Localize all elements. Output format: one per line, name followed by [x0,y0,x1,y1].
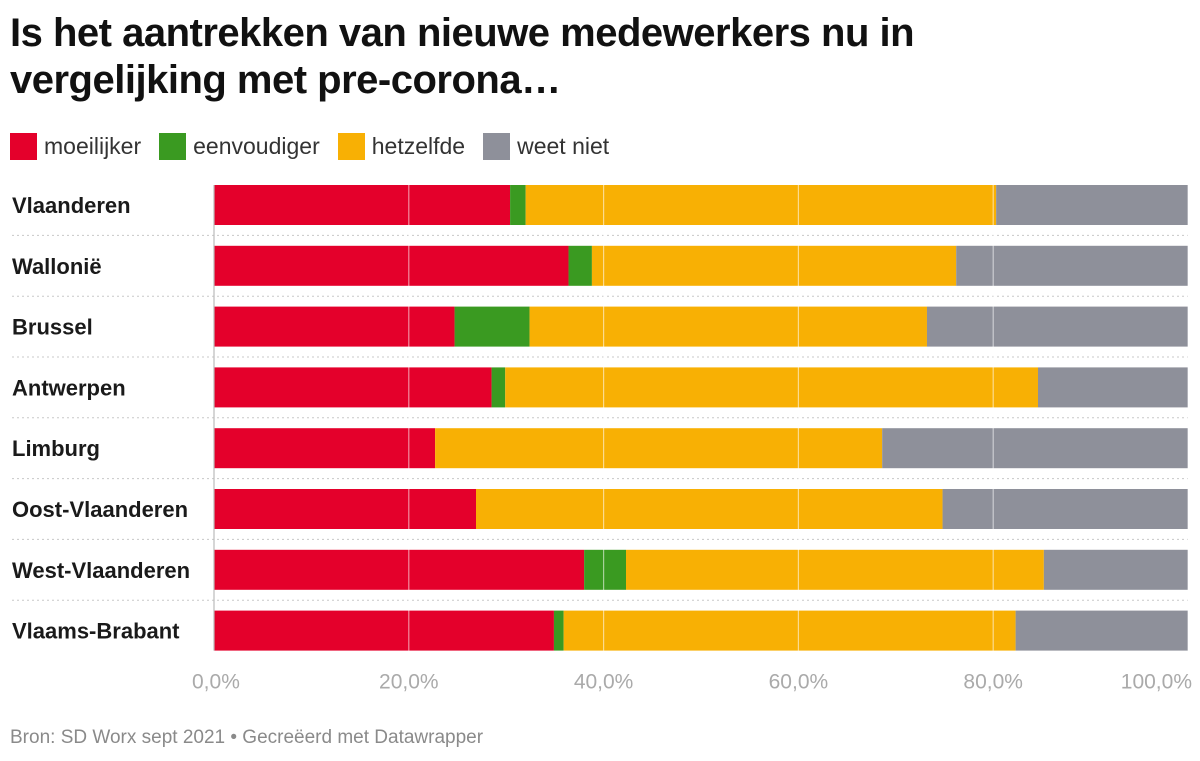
gridlines [213,185,1189,651]
row-label-vlaanderen: Vlaanderen [12,193,131,218]
x-tick-label-2: 40,0% [574,671,634,694]
bar-antwerpen-eenvoudiger [491,367,506,408]
row-separators [12,234,1188,601]
x-tick-label-5: 100,0% [1121,671,1192,694]
bar-vlaams-brabant-hetzelfde [563,610,1016,651]
row-label-limburg: Limburg [12,436,100,461]
bar-brussel-eenvoudiger [454,306,530,347]
x-axis-ticks: 0,0% 20,0% 40,0% 60,0% 80,0% 100,0% [192,671,1192,694]
bar-vlaams-brabant-weet-niet [1015,610,1188,651]
row-label-vlaams-brabant: Vlaams-Brabant [12,619,180,644]
bar-walloni-weet-niet [956,245,1188,286]
chart-title: Is het aantrekken van nieuwe medewerkers… [10,11,915,102]
row-labels: Vlaanderen Wallonië Brussel Antwerpen Limbur… [12,193,190,644]
row-label-brussel: Brussel [12,315,93,340]
bar-antwerpen-moeilijker [214,367,492,408]
legend-swatch-hetzelfde [337,132,365,160]
bar-walloni-moeilijker [214,245,569,286]
bar-oost-vlaanderen-moeilijker [214,489,477,529]
bar-oost-vlaanderen-hetzelfde [476,489,943,529]
bar-vlaanderen-moeilijker [214,185,511,225]
row-label-west-vlaanderen: West-Vlaanderen [12,558,190,583]
bar-limburg-weet-niet [882,428,1188,469]
stacked-bar-chart: Vlaanderen Wallonië Brussel Antwerpen Limbur… [12,185,1192,694]
bar-brussel-moeilijker [214,306,455,347]
bar-vlaanderen-eenvoudiger [510,185,526,225]
bar-limburg-hetzelfde [435,428,883,469]
bar-west-vlaanderen-weet-niet [1043,549,1188,590]
legend-swatch-eenvoudiger [159,132,187,160]
legend-item-hetzelfde: hetzelfde [337,132,466,160]
legend-label-moeilijker: moeilijker [44,132,142,159]
x-tick-label-0: 0,0% [192,671,240,694]
bar-brussel-weet-niet [926,306,1188,347]
legend-swatch-moeilijker [10,132,37,160]
x-tick-label-4: 80,0% [963,671,1023,694]
bar-antwerpen-weet-niet [1038,367,1188,408]
bar-oost-vlaanderen-weet-niet [942,489,1188,529]
row-label-walloni: Wallonië [12,254,102,279]
legend-label-weet-niet: weet niet [517,132,610,159]
row-label-antwerpen: Antwerpen [12,375,126,400]
bars [214,185,1188,651]
legend: moeilijker eenvoudiger hetzelfde weet ni… [10,131,627,161]
legend-item-eenvoudiger: eenvoudiger [159,132,320,160]
legend-item-moeilijker: moeilijker [10,132,142,160]
bar-limburg-moeilijker [214,428,436,469]
bar-vlaams-brabant-eenvoudiger [553,610,564,651]
bar-brussel-hetzelfde [529,306,927,347]
bar-vlaanderen-weet-niet [996,185,1188,225]
bar-west-vlaanderen-hetzelfde [626,549,1044,590]
bar-vlaanderen-hetzelfde [525,185,997,225]
bar-walloni-hetzelfde [591,245,957,286]
source-note: Bron: SD Worx sept 2021 • Gecreëerd met … [10,727,484,748]
legend-swatch-weet-niet [483,132,511,160]
bar-antwerpen-hetzelfde [505,367,1039,408]
bar-walloni-eenvoudiger [568,245,592,286]
row-label-oost-vlaanderen: Oost-Vlaanderen [12,497,188,522]
bar-west-vlaanderen-moeilijker [214,549,585,590]
legend-item-weet-niet: weet niet [483,132,610,160]
bar-west-vlaanderen-eenvoudiger [584,549,627,590]
legend-label-eenvoudiger: eenvoudiger [193,132,320,159]
bar-vlaams-brabant-moeilijker [214,610,554,651]
x-tick-label-3: 60,0% [769,671,829,694]
x-tick-label-1: 20,0% [379,671,439,694]
legend-label-hetzelfde: hetzelfde [371,132,466,159]
